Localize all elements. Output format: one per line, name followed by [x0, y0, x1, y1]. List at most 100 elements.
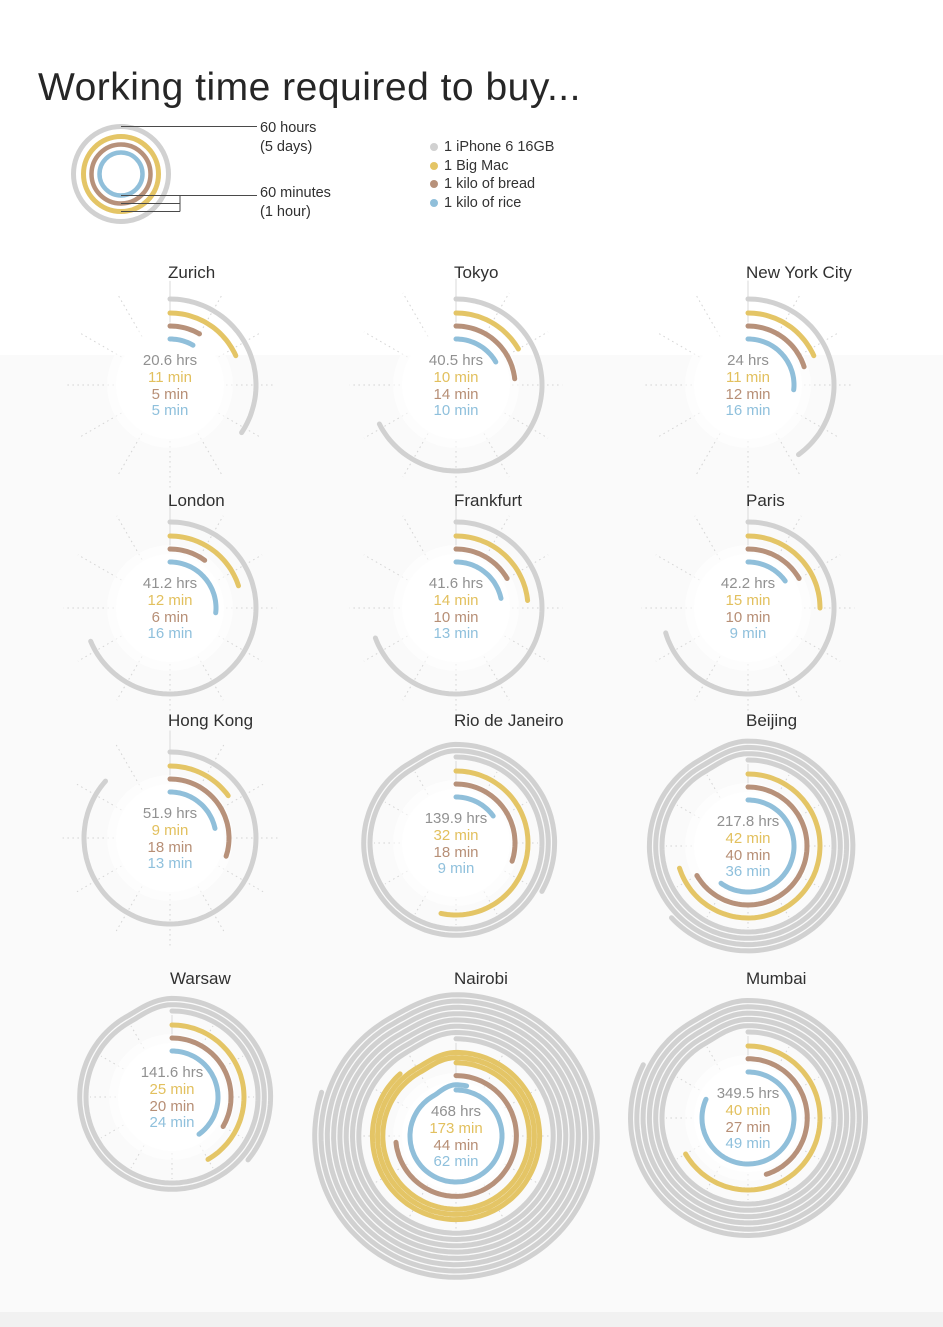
clock-spoke-line: [197, 744, 225, 790]
clock-spoke-line: [796, 412, 839, 438]
legend-item-label: 1 Big Mac: [444, 157, 509, 174]
clock-spoke-line: [657, 412, 700, 438]
rice-arc: [745, 559, 788, 584]
iphone-hours-value: 141.6 hrs: [140, 1064, 204, 1081]
clock-spoke-line: [197, 656, 224, 701]
iphone-arc: [312, 992, 600, 1280]
bread-minutes-value: 44 min: [433, 1136, 479, 1154]
bread-arc: [453, 781, 518, 864]
rice-minutes-value: 24 min: [149, 1114, 195, 1132]
iphone-arc: [81, 749, 259, 927]
clock-spoke-line: [218, 554, 263, 581]
rice-minutes-value: 13 min: [147, 855, 193, 873]
iphone-arc: [167, 296, 259, 436]
bigmac-minutes-value: 42 min: [725, 829, 771, 847]
rice-arc: [169, 1048, 221, 1137]
bigmac-dot-icon: [430, 161, 438, 170]
center-values: 40.5 hrs 10 min 14 min 10 min: [386, 352, 526, 420]
center-disc: [402, 331, 510, 439]
rice-minutes-value: 13 min: [433, 625, 479, 643]
clock-spoke-line: [796, 554, 841, 581]
iphone-hours-value: 41.2 hrs: [142, 575, 198, 592]
scale-inner-label-text: 60 minutes: [260, 185, 331, 201]
bigmac-minutes-value: 11 min: [148, 368, 192, 386]
legend-item-label: 1 iPhone 6 16GB: [444, 139, 555, 156]
center-disc: [116, 331, 224, 439]
rice-ring-icon: [97, 150, 145, 198]
bread-arc: [167, 546, 208, 563]
bread-arc: [169, 1035, 234, 1129]
clock-spoke-line: [775, 433, 801, 476]
bigmac-arc: [438, 768, 531, 918]
center-disc: [118, 1043, 226, 1151]
bigmac-minutes-value: 9 min: [151, 821, 189, 839]
city-chart-warsaw: [77, 995, 274, 1192]
bigmac-minutes-value: 32 min: [433, 826, 479, 844]
rice-minutes-value: 9 min: [729, 625, 767, 643]
clock-spoke-line: [115, 744, 143, 790]
iphone-hours-value: 217.8 hrs: [716, 813, 780, 830]
clock-spoke-line: [76, 783, 122, 811]
rice-arc: [167, 336, 196, 348]
bread-arc: [167, 776, 232, 859]
bread-arc: [393, 1073, 519, 1199]
legend-item-bread: 1 kilo of bread: [430, 175, 554, 194]
clock-spoke-line: [197, 515, 224, 560]
scale-outer-sublabel-text: (5 days): [260, 139, 313, 155]
city-title: Hong Kong: [168, 711, 254, 730]
clock-spoke-line: [402, 292, 429, 337]
bread-arc: [745, 1056, 810, 1177]
center-values: 42.2 hrs 15 min 10 min 9 min: [678, 575, 818, 643]
clock-spoke-line: [77, 635, 122, 662]
scale-outer-label: 60 hours (5 days): [260, 119, 316, 157]
clock-spoke-line: [695, 294, 721, 337]
bigmac-arc: [169, 1022, 247, 1162]
legend-item-rice: 1 kilo of rice: [430, 194, 554, 213]
clock-spoke-line: [694, 515, 721, 560]
iphone-dot-icon: [430, 143, 438, 152]
iphone-ring-icon: [71, 124, 171, 224]
rice-minutes-value: 5 min: [151, 402, 189, 420]
bigmac-arc: [453, 310, 521, 352]
clock-spoke-line: [116, 515, 143, 560]
clock-spoke-line: [218, 865, 264, 893]
clock-spoke-line: [483, 515, 510, 560]
clock-spoke-line: [655, 554, 700, 581]
city-title: Rio de Janeiro: [454, 711, 564, 730]
bigmac-ring-icon: [81, 134, 161, 214]
bread-minutes-value: 20 min: [149, 1097, 195, 1115]
clock-spoke-line: [796, 635, 841, 662]
scale-inner-label: 60 minutes (1 hour): [260, 184, 331, 222]
city-title: Frankfurt: [454, 491, 523, 510]
clock-spoke-line: [657, 332, 700, 358]
clock-spoke-line: [695, 433, 721, 476]
center-disc: [694, 1064, 802, 1172]
city-chart-rio-de-janeiro: [361, 741, 558, 938]
scale-outer-label-text: 60 hours: [260, 120, 317, 136]
clock-spoke-line: [483, 656, 510, 701]
clock-spoke-line: [218, 412, 261, 438]
center-values: 24 hrs 11 min 12 min 16 min: [678, 352, 818, 420]
city-title: Nairobi: [454, 969, 508, 988]
clock-spoke-line: [483, 292, 510, 337]
center-disc: [402, 554, 510, 662]
scale-legend-sample: [71, 124, 257, 224]
clock-spoke-line: [218, 635, 263, 662]
iphone-arc: [663, 519, 837, 697]
bigmac-arc: [369, 1049, 543, 1223]
rice-minutes-value: 9 min: [437, 860, 475, 878]
rice-arc: [167, 559, 219, 616]
legend-item-bigmac: 1 Big Mac: [430, 157, 554, 176]
center-values: 349.5 hrs 40 min 27 min 49 min: [678, 1085, 818, 1153]
center-values: 41.2 hrs 12 min 6 min 16 min: [100, 575, 240, 643]
rice-minutes-value: 62 min: [433, 1153, 479, 1171]
clock-spoke-line: [504, 412, 549, 439]
clock-spoke-line: [218, 332, 261, 358]
rice-arc: [718, 797, 797, 895]
bread-arc: [453, 323, 518, 382]
city-title: Beijing: [746, 711, 798, 730]
bread-arc: [167, 323, 202, 337]
legend-item-label: 1 kilo of rice: [444, 195, 522, 212]
city-chart-zurich: [65, 280, 275, 490]
